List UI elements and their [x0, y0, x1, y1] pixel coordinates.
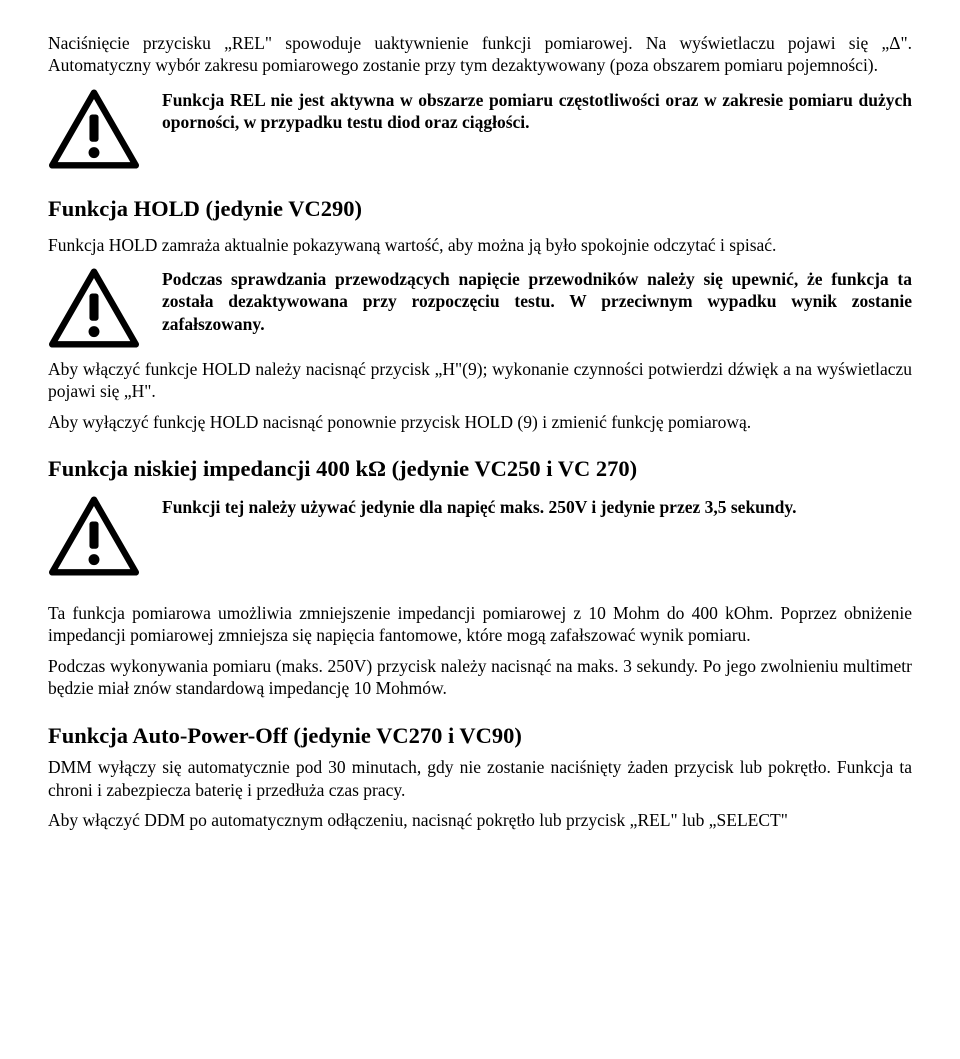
- warning-block-hold: Podczas sprawdzania przewodzących napięc…: [48, 268, 912, 348]
- heading-auto-power-off: Funkcja Auto-Power-Off (jedynie VC270 i …: [48, 722, 912, 751]
- apo-paragraph-1: DMM wyłączy się automatycznie pod 30 min…: [48, 756, 912, 801]
- warning-text: Funkcji tej należy używać jedynie dla na…: [162, 496, 912, 518]
- heading-impedance: Funkcja niskiej impedancji 400 kΩ (jedyn…: [48, 455, 912, 484]
- impedance-paragraph-1: Ta funkcja pomiarowa umożliwia zmniejsze…: [48, 602, 912, 647]
- warning-text: Funkcja REL nie jest aktywna w obszarze …: [162, 89, 912, 134]
- warning-icon: [48, 268, 140, 348]
- hold-paragraph-2: Aby włączyć funkcje HOLD należy nacisnąć…: [48, 358, 912, 403]
- impedance-paragraph-2: Podczas wykonywania pomiaru (maks. 250V)…: [48, 655, 912, 700]
- warning-icon: [48, 496, 140, 576]
- hold-paragraph-1: Funkcja HOLD zamraża aktualnie pokazywan…: [48, 234, 912, 256]
- warning-text: Podczas sprawdzania przewodzących napięc…: [162, 268, 912, 335]
- heading-hold: Funkcja HOLD (jedynie VC290): [48, 195, 912, 224]
- warning-icon: [48, 89, 140, 169]
- hold-paragraph-3: Aby wyłączyć funkcję HOLD nacisnąć ponow…: [48, 411, 912, 433]
- warning-block-rel: Funkcja REL nie jest aktywna w obszarze …: [48, 89, 912, 169]
- warning-block-impedance: Funkcji tej należy używać jedynie dla na…: [48, 496, 912, 576]
- apo-paragraph-2: Aby włączyć DDM po automatycznym odłącze…: [48, 809, 912, 831]
- intro-paragraph: Naciśnięcie przycisku „REL" spowoduje ua…: [48, 32, 912, 77]
